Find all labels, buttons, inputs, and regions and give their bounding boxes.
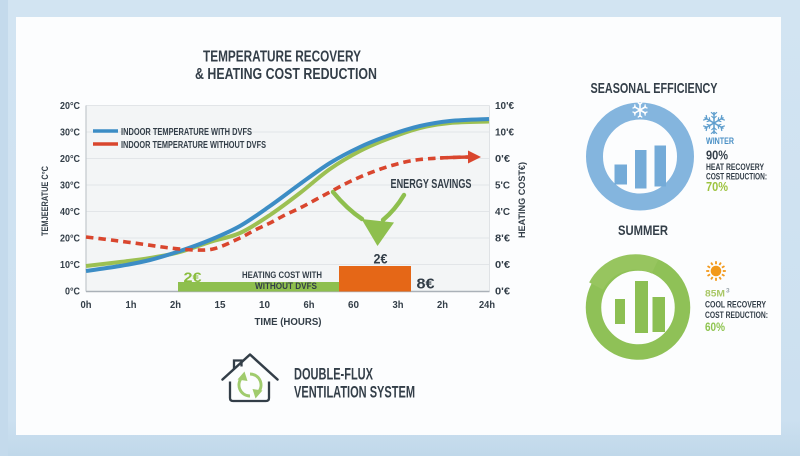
svg-text:HEAT RECOVERY: HEAT RECOVERY [706,162,764,172]
svg-text:2h: 2h [437,299,448,311]
svg-text:6h: 6h [304,299,315,311]
svg-text:0'€: 0'€ [495,153,510,165]
svg-text:3: 3 [726,288,730,295]
svg-text:DOUBLE-FLUX: DOUBLE-FLUX [294,366,373,384]
svg-text:COST REDUCTION:: COST REDUCTION: [705,310,768,320]
svg-text:0h: 0h [81,299,92,311]
svg-text:10'€: 10'€ [495,100,514,112]
svg-text:2€: 2€ [184,270,203,285]
svg-text:SUMMER: SUMMER [618,222,668,238]
svg-text:0'€: 0'€ [495,259,510,271]
svg-text:HEATING COST WITH: HEATING COST WITH [242,270,322,280]
svg-text:30°C: 30°C [60,180,80,192]
svg-text:ENERGY SAVINGS: ENERGY SAVINGS [391,177,472,191]
svg-text:2h: 2h [170,299,181,311]
svg-text:4'C: 4'C [495,206,510,218]
svg-text:40°C: 40°C [60,206,80,218]
svg-text:24h: 24h [479,299,495,311]
svg-text:70%: 70% [706,180,728,194]
svg-text:TEMJEERATUE C°C: TEMJEERATUE C°C [40,166,51,236]
svg-text:0°C: 0°C [65,286,80,298]
svg-text:0'€: 0'€ [495,286,510,298]
svg-text:1h: 1h [126,299,137,311]
svg-text:INDOOR TEMPERATURE WITH DVFS: INDOOR TEMPERATURE WITH DVFS [121,126,252,138]
svg-text:8'€: 8'€ [495,233,510,245]
svg-text:HEATING COST€): HEATING COST€) [517,162,528,238]
svg-text:15: 15 [215,299,226,311]
svg-text:2€: 2€ [374,252,388,267]
svg-text:20°C: 20°C [60,100,80,112]
svg-text:WITHOUT DVFS: WITHOUT DVFS [255,281,317,291]
svg-text:TIME (HOURS): TIME (HOURS) [255,316,322,328]
svg-text:TEMPERATURE RECOVERY: TEMPERATURE RECOVERY [203,49,361,66]
svg-text:COOL RECOVERY: COOL RECOVERY [705,300,766,310]
svg-text:10: 10 [259,299,270,311]
svg-text:30°C: 30°C [60,127,80,139]
svg-text:90%: 90% [706,149,728,163]
svg-text:& HEATING COST REDUCTION: & HEATING COST REDUCTION [195,66,377,83]
svg-text:8€: 8€ [417,277,435,293]
svg-text:10'€: 10'€ [495,127,514,139]
svg-text:85M: 85M [705,289,725,300]
svg-text:COST REDUCTION:: COST REDUCTION: [706,172,767,182]
svg-text:VENTILATION SYSTEM: VENTILATION SYSTEM [294,384,415,402]
svg-text:5'C: 5'C [495,180,510,192]
svg-text:60%: 60% [705,322,725,334]
svg-text:60: 60 [348,299,359,311]
svg-text:SEASONAL EFFICIENCY: SEASONAL EFFICIENCY [591,80,718,97]
svg-text:20°C: 20°C [60,153,80,165]
svg-text:10°C: 10°C [60,259,80,271]
svg-text:20°C: 20°C [60,233,80,245]
svg-text:3h: 3h [393,299,404,311]
svg-text:INDOOR TEMPERATURE WITHOUT DVF: INDOOR TEMPERATURE WITHOUT DVFS [121,139,266,151]
svg-text:WINTER: WINTER [706,136,734,147]
